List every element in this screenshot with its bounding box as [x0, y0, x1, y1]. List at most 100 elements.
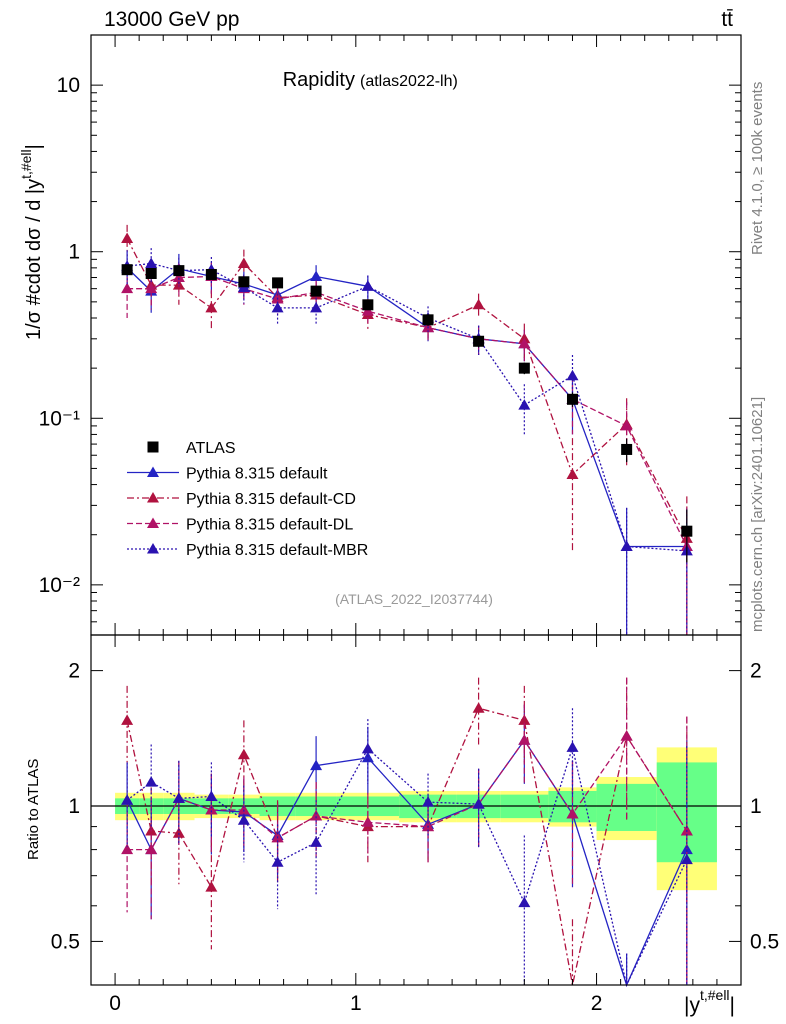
- ratio-point: [566, 807, 579, 819]
- series-point: [310, 301, 323, 313]
- ratio-tick-label-right: 1: [750, 795, 762, 818]
- ratio-point: [472, 702, 485, 713]
- rivet-version-label: Rivet 4.1.0, ≥ 100k events: [749, 82, 766, 255]
- chart-subtitle: (atlas2022-lh): [360, 73, 458, 90]
- ratio-point: [145, 843, 158, 855]
- ratio-series-line: [127, 734, 688, 851]
- legend-entry: Pythia 8.315 default-CD: [127, 491, 356, 508]
- series-point: [566, 468, 579, 479]
- ratio-point: [422, 796, 435, 807]
- ratio-point: [620, 730, 633, 741]
- x-tick-label: 1: [350, 992, 362, 1015]
- ratio-frame: [90, 634, 742, 986]
- series-point: [472, 298, 485, 310]
- ratio-point: [205, 803, 218, 815]
- data-point: [272, 277, 284, 289]
- ratio-point: [172, 827, 185, 838]
- data-point: [121, 264, 133, 276]
- axes: 0 1 2 10⁻² 10⁻¹ 1 10 0.5 0.5 1 1 2 2: [39, 34, 779, 1015]
- series-point: [518, 337, 531, 349]
- ratio-tick-label: 0.5: [51, 930, 80, 953]
- ratio-tick-label-right: 2: [750, 660, 762, 683]
- main-panel: [121, 224, 693, 635]
- legend-label: Pythia 8.315 default-CD: [186, 491, 356, 508]
- legend-entry: ATLAS: [147, 440, 236, 457]
- series-point: [121, 232, 134, 244]
- ratio-point: [518, 734, 531, 745]
- legend-label: ATLAS: [186, 440, 236, 457]
- data-point: [310, 285, 322, 297]
- ratio-point: [145, 776, 158, 787]
- series-point: [361, 280, 374, 291]
- ratio-point: [172, 792, 185, 803]
- series-point: [172, 271, 185, 283]
- y-tick-label: 10⁻²: [39, 574, 80, 597]
- ratio-series-line: [126, 739, 688, 987]
- mcplots-label: mcplots.cern.ch [arXiv:2401.10621]: [749, 397, 766, 632]
- series-point: [121, 282, 134, 294]
- series-point: [145, 257, 158, 268]
- legend-label: Pythia 8.315 default-DL: [186, 517, 353, 534]
- data-point: [145, 267, 157, 279]
- ratio-point: [472, 798, 485, 809]
- ratio-point: [121, 843, 134, 855]
- ratio-point: [566, 741, 579, 752]
- series-point: [310, 270, 323, 281]
- series-line: [127, 275, 688, 547]
- ratio-point: [237, 803, 250, 815]
- ratio-series-line: [126, 707, 688, 986]
- ratio-point: [121, 794, 134, 805]
- legend-label: Pythia 8.315 default-MBR: [186, 542, 368, 559]
- ratio-tick-label-right: 0.5: [750, 930, 779, 953]
- ratio-point: [310, 759, 323, 771]
- data-point: [566, 393, 578, 405]
- data-point: [362, 299, 374, 311]
- header-process: 13000 GeV pp: [104, 8, 239, 31]
- legend-marker: [147, 492, 159, 503]
- ratio-series-1: [121, 704, 693, 987]
- y-axis-label: 1/σ #cdot dσ / d |yt,#ell|: [18, 144, 45, 340]
- legend-entry: Pythia 8.315 default-MBR: [127, 542, 368, 559]
- x-tick-label: 0: [109, 992, 121, 1015]
- legend: ATLAS Pythia 8.315 default Pythia 8.315 de…: [127, 440, 368, 559]
- y-tick-label: 10: [57, 74, 80, 97]
- legend-marker: [147, 517, 159, 528]
- ratio-y-axis-label: Ratio to ATLAS: [25, 759, 42, 860]
- x-axis-label: |yt,#ell|: [684, 987, 735, 1017]
- ratio-point: [680, 843, 693, 855]
- ratio-point: [205, 790, 218, 801]
- ratio-point: [361, 816, 374, 827]
- series-point: [361, 305, 374, 316]
- series-point: [620, 540, 633, 551]
- y-tick-label: 1: [68, 241, 80, 264]
- atlas-data: [121, 264, 693, 563]
- data-point: [205, 268, 217, 280]
- series-point: [205, 301, 218, 313]
- ratio-point: [237, 814, 250, 825]
- ratio-series-4: [121, 708, 693, 987]
- series-line: [127, 262, 687, 552]
- x-tick-label: 2: [591, 992, 603, 1015]
- ratio-point: [271, 856, 284, 867]
- ratio-point: [310, 810, 323, 821]
- series-2: [121, 224, 693, 635]
- data-point: [473, 335, 485, 347]
- series-point: [145, 282, 158, 294]
- ratio-point: [680, 853, 693, 865]
- ratio-point: [518, 896, 531, 908]
- data-point: [518, 362, 530, 374]
- ratio-tick-label: 2: [68, 660, 80, 683]
- legend-entry: Pythia 8.315 default-DL: [127, 517, 353, 534]
- header-final-state: tt̄: [721, 8, 733, 31]
- legend-marker: [147, 466, 159, 477]
- ratio-series-line: [126, 744, 688, 987]
- data-point: [173, 265, 185, 277]
- data-point: [681, 525, 693, 537]
- data-point: [238, 276, 250, 288]
- series-point: [237, 257, 250, 268]
- y-tick-label: 10⁻¹: [39, 407, 80, 430]
- chart-title: Rapidity: [283, 69, 355, 91]
- legend-entry: Pythia 8.315 default: [127, 466, 328, 483]
- ratio-point: [237, 748, 250, 760]
